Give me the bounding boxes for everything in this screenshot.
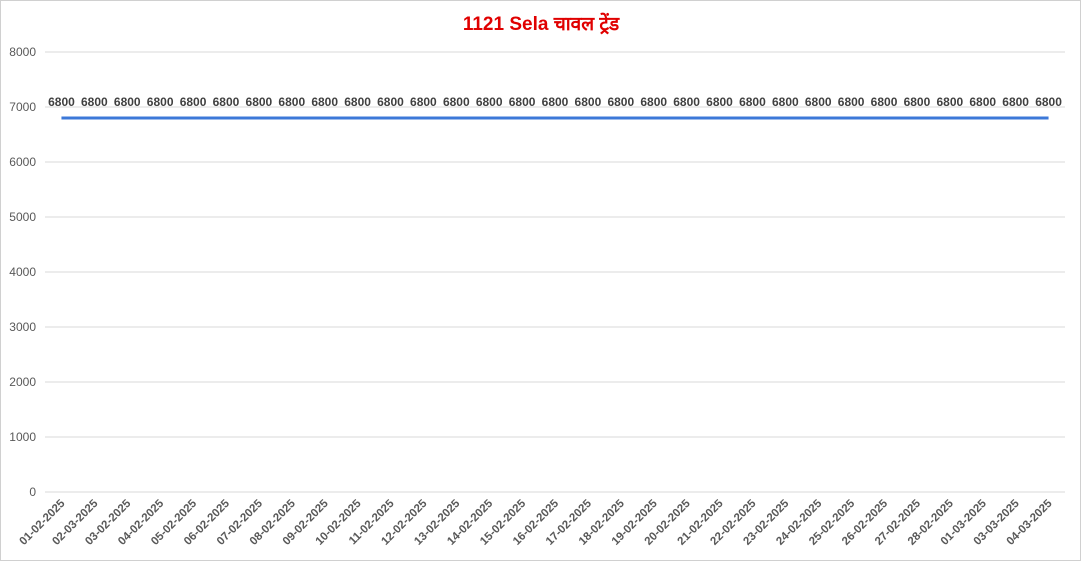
data-label: 6800 [48, 95, 75, 109]
data-label: 6800 [377, 95, 404, 109]
data-label: 6800 [443, 95, 470, 109]
y-tick-label: 0 [29, 485, 36, 499]
y-tick-label: 4000 [9, 265, 36, 279]
data-label: 6800 [81, 95, 108, 109]
y-tick-label: 2000 [9, 375, 36, 389]
data-label: 6800 [344, 95, 371, 109]
data-label: 6800 [476, 95, 503, 109]
data-label: 6800 [838, 95, 865, 109]
data-label: 6800 [607, 95, 634, 109]
data-label: 6800 [311, 95, 338, 109]
y-tick-label: 7000 [9, 100, 36, 114]
data-label: 6800 [904, 95, 931, 109]
data-label: 6800 [1035, 95, 1062, 109]
data-label: 6800 [1002, 95, 1029, 109]
data-label: 6800 [805, 95, 832, 109]
data-label: 6800 [509, 95, 536, 109]
y-tick-label: 5000 [9, 210, 36, 224]
data-label: 6800 [739, 95, 766, 109]
y-tick-label: 6000 [9, 155, 36, 169]
data-label: 6800 [871, 95, 898, 109]
y-tick-label: 3000 [9, 320, 36, 334]
data-label: 6800 [772, 95, 799, 109]
data-label: 6800 [969, 95, 996, 109]
data-label: 6800 [114, 95, 141, 109]
data-label: 6800 [213, 95, 240, 109]
chart-title: 1121 Sela चावल ट्रेंड [463, 12, 620, 35]
y-tick-label: 1000 [9, 430, 36, 444]
data-label: 6800 [246, 95, 273, 109]
data-label: 6800 [936, 95, 963, 109]
y-tick-label: 8000 [9, 45, 36, 59]
data-label: 6800 [410, 95, 437, 109]
data-label: 6800 [706, 95, 733, 109]
data-label: 6800 [575, 95, 602, 109]
data-label: 6800 [180, 95, 207, 109]
data-label: 6800 [673, 95, 700, 109]
data-label: 6800 [147, 95, 174, 109]
data-label: 6800 [640, 95, 667, 109]
data-label: 6800 [278, 95, 305, 109]
data-label: 6800 [542, 95, 569, 109]
